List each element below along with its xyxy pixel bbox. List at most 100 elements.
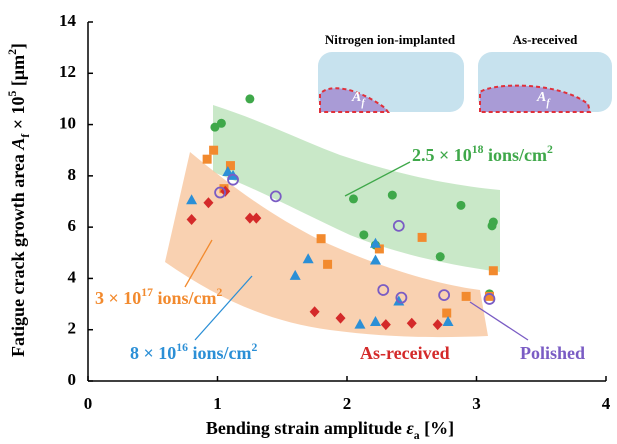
text-part: A [8,138,28,151]
series-label: 2.5 × 1018 ions/cm2 [412,143,553,165]
series-label: 3 × 1017 ions/cm2 [95,286,222,308]
point [309,306,320,318]
text-part: Fatigue crack growth area [8,150,28,357]
text-part: ions/cm [153,288,217,308]
leader-line [184,239,213,288]
point [354,318,366,329]
x-tick-label: 3 [472,394,481,413]
series-label: As-received [360,343,450,363]
inset-area [319,87,390,113]
point [348,194,358,204]
text-part: A [351,90,361,105]
text-part: 2 [547,143,553,156]
point [435,252,445,262]
point [216,118,226,128]
text-part: As-received [360,343,450,363]
point [227,173,239,186]
x-axis-label: Bending strain amplitude εa [%] [206,418,454,442]
text-part: f [546,98,551,109]
band-high-dose [213,105,500,272]
point [392,219,405,232]
point [335,312,346,324]
point [406,317,417,329]
text-part: 2 [251,341,257,354]
text-part: A [536,90,546,105]
text-part: Bending strain amplitude [206,418,407,438]
y-tick-label: 8 [68,165,77,184]
point [244,212,255,224]
inset-area-label: Af [351,90,366,109]
inset-area-label: Af [536,90,551,109]
inset-label: Nitrogen ion-implanted [325,32,456,47]
text-part: ions/cm [188,343,252,363]
series-label: 8 × 1016 ions/cm2 [130,341,257,363]
text-part: 3 × 10 [95,288,141,308]
text-part: 2 [6,49,19,55]
point [442,316,454,327]
text-part: 5 [6,90,19,96]
point [417,232,427,242]
point [369,316,381,327]
point [380,319,391,331]
text-part: 16 [176,341,188,354]
text-part: ε [406,418,414,438]
point [323,259,333,269]
leader-line [194,275,253,341]
y-tick-label: 10 [59,113,76,132]
point [214,186,226,199]
point [186,194,198,205]
series-label: Polished [520,343,585,363]
point [456,200,466,210]
point [432,319,443,331]
point [302,253,314,264]
text-part: ] [8,43,28,49]
y-tick-label: 14 [59,11,77,30]
text-part: [μm [8,55,28,91]
x-tick-label: 2 [343,394,352,413]
leader-line [344,161,411,197]
inset [318,52,612,113]
point [484,291,494,301]
point [289,269,301,280]
point [461,291,471,301]
point [369,254,381,265]
text-part: 18 [472,143,484,156]
point [374,244,384,254]
point [222,166,234,177]
point [369,237,381,248]
y-tick-label: 4 [68,267,77,286]
point [186,213,197,225]
text-part: Polished [520,343,585,363]
point [387,190,397,200]
text-part: × 10 [8,96,28,133]
text-part: [%] [420,418,455,438]
text-part: 2.5 × 10 [412,145,472,165]
point [359,230,369,240]
point [488,266,498,276]
leader-line [469,301,529,341]
point [316,234,326,244]
point [251,212,262,224]
point [209,145,219,155]
point [203,197,214,209]
y-tick-label: 6 [68,216,77,235]
x-tick-label: 1 [213,394,222,413]
y-tick-label: 2 [68,319,77,338]
text-part: 17 [141,286,153,299]
inset-label: As-received [513,32,579,47]
point [438,289,451,301]
text-part: 2 [216,286,222,299]
point [488,217,498,227]
x-tick-label: 4 [602,394,611,413]
point [483,293,496,305]
y-axis-label: Fatigue crack growth area Af × 105 [μm2] [6,43,32,357]
point [395,291,408,304]
point [377,284,390,296]
text-part: f [361,98,366,109]
point [245,94,255,104]
point [225,161,235,171]
text-part: a [414,429,420,442]
y-tick-label: 12 [59,62,76,81]
